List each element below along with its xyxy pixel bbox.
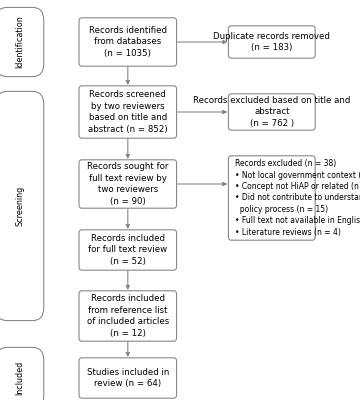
Text: Duplicate records removed
(n = 183): Duplicate records removed (n = 183) xyxy=(213,32,330,52)
Text: Records excluded based on title and
abstract
(n = 762 ): Records excluded based on title and abst… xyxy=(193,96,351,128)
FancyBboxPatch shape xyxy=(79,18,176,66)
FancyBboxPatch shape xyxy=(79,160,176,208)
Text: Studies included in
review (n = 64): Studies included in review (n = 64) xyxy=(87,368,169,388)
Text: Records included
from reference list
of included articles
(n = 12): Records included from reference list of … xyxy=(87,294,169,338)
Text: Screening: Screening xyxy=(15,186,24,226)
FancyBboxPatch shape xyxy=(228,156,315,240)
Text: Records excluded (n = 38)
• Not local government context (n = 13)
• Concept not : Records excluded (n = 38) • Not local go… xyxy=(235,159,360,237)
FancyBboxPatch shape xyxy=(228,26,315,58)
Text: Records sought for
full text review by
two reviewers
(n = 90): Records sought for full text review by t… xyxy=(87,162,168,206)
FancyBboxPatch shape xyxy=(79,86,176,138)
Text: Identification: Identification xyxy=(15,16,24,68)
Text: Records screened
by two reviewers
based on title and
abstract (n = 852): Records screened by two reviewers based … xyxy=(88,90,168,134)
Text: Records included
for full text review
(n = 52): Records included for full text review (n… xyxy=(88,234,167,266)
Text: Records identified
from databases
(n = 1035): Records identified from databases (n = 1… xyxy=(89,26,167,58)
FancyBboxPatch shape xyxy=(79,230,176,270)
FancyBboxPatch shape xyxy=(0,7,44,77)
FancyBboxPatch shape xyxy=(228,94,315,130)
FancyBboxPatch shape xyxy=(0,91,44,321)
FancyBboxPatch shape xyxy=(0,347,44,400)
FancyBboxPatch shape xyxy=(79,291,176,341)
FancyBboxPatch shape xyxy=(79,358,176,398)
Text: Included: Included xyxy=(15,361,24,395)
